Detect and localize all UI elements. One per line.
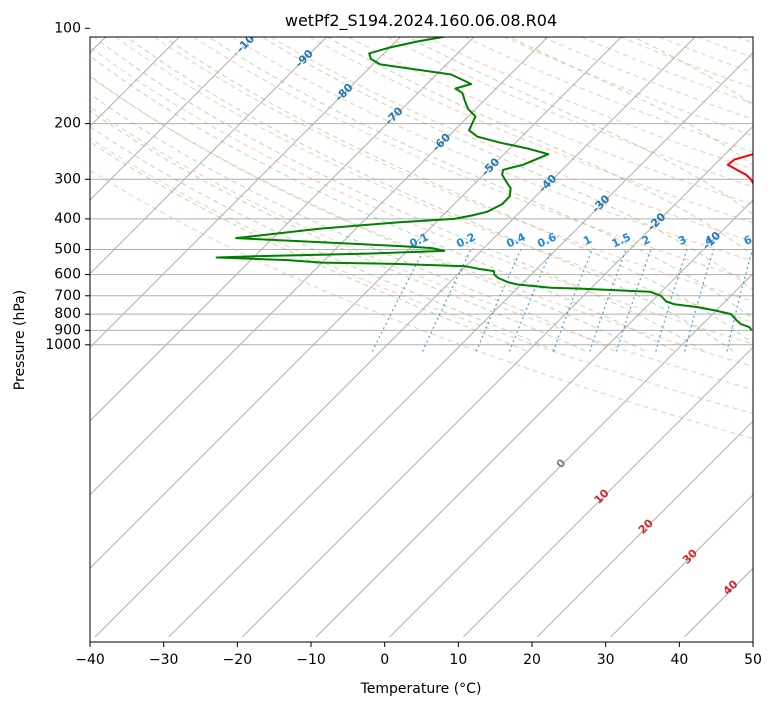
dry-adiabat-line: [697, 37, 753, 59]
mixing-ratio-line: [371, 249, 425, 352]
dry-adiabat-line: [115, 37, 753, 323]
y-tick-label: 900: [54, 322, 81, 338]
dry-adiabat-line: [193, 37, 753, 282]
wet-adiabat-label: 20: [636, 516, 656, 536]
wet-adiabat-label: 10: [592, 486, 612, 506]
moist-adiabat-line: [90, 110, 586, 352]
isotherm-line: [90, 37, 328, 275]
mixing-ratio-line: [758, 250, 775, 352]
y-axis-label: Pressure (hPa): [12, 290, 28, 390]
moist-adiabat-line: [163, 37, 753, 345]
mixing-ratio-label: 0.4: [504, 230, 527, 250]
isotherm-line: [90, 37, 254, 201]
moist-adiabat-line: [125, 37, 734, 352]
isotherm-label: -100: [234, 26, 263, 55]
wet-adiabat-label: 0: [554, 456, 569, 471]
moist-adiabat-line: [90, 55, 675, 352]
dry-adiabat-line: [464, 37, 753, 153]
wet-adiabat-label: 30: [680, 546, 700, 566]
mixing-ratio-line: [726, 249, 753, 352]
x-tick-label: 50: [744, 652, 762, 668]
x-tick-label: 10: [449, 652, 467, 668]
moist-adiabat-line: [208, 37, 753, 320]
dry-adiabat-line: [348, 37, 753, 206]
mixing-ratio-label: 2: [640, 233, 652, 248]
x-axis-label: Temperature (°C): [360, 681, 482, 697]
dry-adiabat-line: [90, 137, 753, 415]
dry-adiabat-line: [270, 37, 753, 243]
mixing-ratio-label: 0.2: [454, 230, 477, 250]
dry-adiabat-line: [387, 37, 753, 188]
dry-adiabat-line: [90, 169, 753, 440]
y-tick-label: 400: [54, 211, 81, 227]
x-tick-label: 0: [380, 652, 389, 668]
mixing-ratio-line: [508, 249, 553, 352]
mixing-ratio-label: 8: [770, 233, 775, 248]
y-tick-label: 600: [54, 267, 81, 283]
y-tick-label: 700: [54, 288, 81, 304]
mixing-ratio-label: 6: [742, 233, 755, 248]
y-tick-label: 500: [54, 242, 81, 258]
dry-adiabat-line: [154, 37, 753, 302]
isotherm-line: [389, 272, 753, 638]
x-tick-label: 40: [670, 652, 688, 668]
dry-adiabat-line: [503, 37, 753, 137]
x-tick-label: 30: [597, 652, 615, 668]
moist-adiabat-line: [90, 141, 527, 352]
dry-adiabat-line: [736, 37, 753, 44]
moist-adiabat-line: [90, 75, 645, 352]
isotherm-line: [90, 37, 549, 496]
isotherm-line: [536, 420, 753, 638]
moist-adiabat-line: [90, 126, 556, 352]
moist-adiabat-line: [90, 93, 616, 352]
isotherm-line: [90, 37, 622, 570]
mixing-ratio-line: [475, 249, 522, 352]
isotherm-line: [168, 51, 753, 638]
moist-adiabat-line: [508, 37, 753, 166]
moist-adiabat-line: [93, 37, 704, 352]
isotherm-label: -80: [332, 81, 355, 104]
moist-adiabat-line: [261, 37, 753, 291]
chart-grid: [90, 37, 775, 638]
y-tick-label: 100: [54, 20, 81, 36]
isotherm-line: [241, 125, 753, 638]
isotherm-line: [610, 493, 753, 638]
chart-axes: −40 −30 −20 −10 0 10 20 30 40 5010020030040050060…: [45, 20, 762, 668]
y-tick-label: 1000: [45, 337, 81, 353]
isotherm-line: [462, 346, 753, 638]
dry-adiabat-line: [90, 46, 753, 345]
mixing-ratio-label: 1.5: [610, 230, 633, 250]
moist-adiabat-line: [632, 37, 753, 106]
mixing-ratio-line: [655, 249, 688, 352]
x-tick-label: −20: [223, 652, 253, 668]
chart-series-layer: [215, 37, 753, 331]
x-tick-label: −40: [75, 652, 105, 668]
mixing-ratio-label: 0.6: [535, 230, 558, 250]
plot-frame: [89, 36, 754, 643]
dry-adiabat-line: [426, 37, 753, 170]
mixing-ratio-line: [684, 249, 715, 352]
isotherm-line: [90, 37, 475, 422]
x-tick-label: 20: [523, 652, 541, 668]
chart-title: wetPf2_S194.2024.160.06.08.R04: [285, 11, 557, 31]
y-tick-label: 800: [54, 306, 81, 322]
isotherm-line: [315, 199, 753, 638]
dewpoint-profile-line: [215, 37, 753, 331]
x-tick-label: −30: [149, 652, 179, 668]
isotherm-line: [90, 37, 401, 349]
wet-adiabat-label: 40: [721, 577, 741, 597]
mixing-ratio-label: 1: [581, 233, 593, 248]
isotherm-line: [94, 37, 696, 638]
moist-adiabat-line: [326, 37, 753, 256]
x-tick-label: −10: [296, 652, 326, 668]
y-tick-label: 300: [54, 171, 81, 187]
y-tick-label: 200: [54, 116, 81, 132]
isotherm-line: [758, 37, 775, 637]
dry-adiabat-line: [659, 37, 753, 74]
mixing-ratio-line: [421, 249, 472, 352]
